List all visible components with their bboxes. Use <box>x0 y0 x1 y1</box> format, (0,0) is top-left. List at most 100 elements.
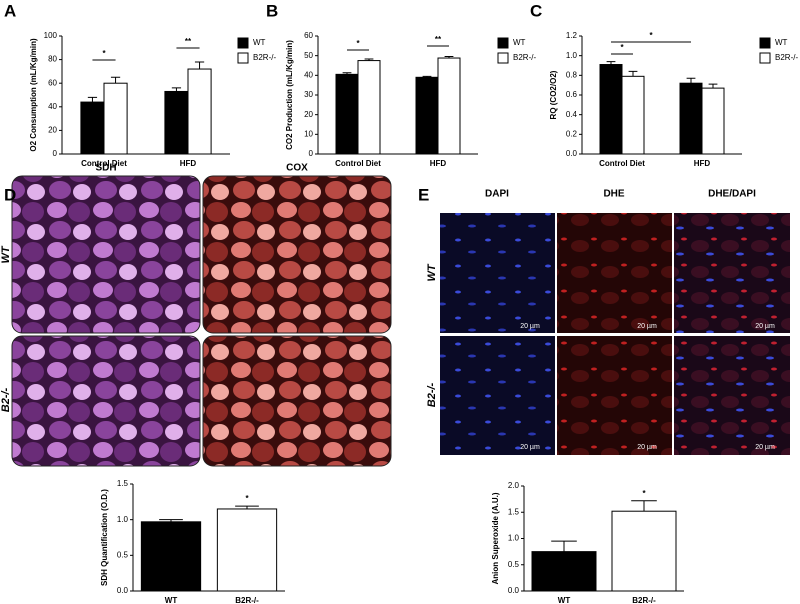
x-tick-label: Control Diet <box>335 159 381 168</box>
y-tick-label: 0.8 <box>566 70 578 79</box>
legend-swatch <box>759 52 771 64</box>
error-bar <box>364 58 374 61</box>
y-tick-label: 0.6 <box>566 90 578 99</box>
error-bar <box>422 75 432 78</box>
significance-label: ** <box>185 37 192 46</box>
y-tick-label: 1.0 <box>566 51 578 60</box>
y-tick-label: 0.4 <box>566 110 578 119</box>
y-tick-label: 0 <box>309 149 314 158</box>
legend-label: B2R-/- <box>775 53 798 62</box>
error-bar <box>606 61 616 65</box>
bar <box>335 73 359 155</box>
x-tick-label: WT <box>165 596 178 604</box>
column-label: DAPI <box>485 189 509 200</box>
y-tick-label: 1.0 <box>117 515 129 524</box>
y-tick-label: 50 <box>304 51 313 60</box>
x-tick-label: Control Diet <box>599 159 645 168</box>
error-bar <box>708 83 718 89</box>
scale-bar-label: 20 µm <box>637 444 657 451</box>
bar <box>621 75 645 155</box>
y-tick-label: 60 <box>304 31 313 40</box>
legend-swatch <box>759 37 771 49</box>
y-tick-label: 10 <box>304 129 313 138</box>
bar <box>187 68 212 155</box>
y-tick-label: 0.2 <box>566 129 578 138</box>
y-tick-label: 0.0 <box>508 586 520 595</box>
micrograph <box>202 335 392 467</box>
row-label: WT <box>0 245 12 263</box>
y-tick-label: 0.0 <box>117 586 129 595</box>
significance-label: * <box>620 43 624 52</box>
legend-label: WT <box>253 38 266 47</box>
legend-label: WT <box>775 38 788 47</box>
y-tick-label: 1.5 <box>508 507 520 516</box>
significance-label: ** <box>435 35 442 44</box>
bar <box>599 64 623 155</box>
legend-label: B2R-/- <box>513 53 536 62</box>
x-tick-label: B2R-/- <box>632 596 656 604</box>
error-bar <box>686 77 696 84</box>
panel-label: E <box>418 185 429 204</box>
significance-label: * <box>245 494 249 503</box>
error-bar <box>110 76 121 84</box>
legend-label: B2R-/- <box>253 53 276 62</box>
significance-label: * <box>102 49 106 58</box>
y-tick-label: 40 <box>48 102 57 111</box>
y-tick-label: 1.0 <box>508 534 520 543</box>
bar <box>140 521 202 592</box>
x-tick-label: HFD <box>430 159 447 168</box>
bar <box>80 101 105 155</box>
y-axis-label: Anion Superoxide (A.U.) <box>491 492 500 584</box>
y-tick-label: 1.5 <box>117 479 129 488</box>
x-tick-label: HFD <box>180 159 197 168</box>
significance-label: * <box>642 489 646 498</box>
y-tick-label: 100 <box>44 31 58 40</box>
bar <box>701 87 725 155</box>
legend-label: WT <box>513 38 526 47</box>
y-tick-label: 1.2 <box>566 31 578 40</box>
micrograph <box>557 336 672 455</box>
y-tick-label: 2.0 <box>508 481 520 490</box>
column-label: COX <box>286 163 308 174</box>
y-axis-label: O2 Consumption (mL/Kg/min) <box>29 38 38 152</box>
row-label: WT <box>426 263 438 281</box>
row-label: B2-/- <box>426 382 438 407</box>
scale-bar-label: 20 µm <box>755 444 775 451</box>
y-tick-label: 40 <box>304 70 313 79</box>
y-tick-label: 0.5 <box>117 550 129 559</box>
error-bar <box>159 519 183 522</box>
legend-swatch <box>237 37 249 49</box>
panel-label: D <box>4 185 16 204</box>
x-tick-label: Control Diet <box>81 159 127 168</box>
scale-bar-label: 20 µm <box>755 323 775 330</box>
bar <box>415 76 439 155</box>
micrograph <box>674 213 790 333</box>
scale-bar-label: 20 µm <box>520 323 540 330</box>
bar <box>611 510 677 592</box>
y-tick-label: 30 <box>304 90 313 99</box>
bar <box>164 90 189 155</box>
y-axis-label: SDH Quantification (O.D.) <box>100 489 109 586</box>
error-bar <box>87 96 98 103</box>
bar <box>679 82 703 155</box>
panel-label: B <box>266 1 278 20</box>
micrograph <box>202 175 392 334</box>
y-tick-label: 80 <box>48 55 57 64</box>
error-bar <box>235 505 259 509</box>
y-tick-label: 0.5 <box>508 560 520 569</box>
y-tick-label: 0 <box>53 149 58 158</box>
row-label: B2-/- <box>0 387 12 412</box>
error-bar <box>551 540 577 552</box>
micrograph <box>440 213 555 333</box>
y-axis-label: RQ (CO2/O2) <box>549 70 558 119</box>
bar <box>357 60 381 155</box>
micrograph <box>11 335 201 467</box>
y-tick-label: 60 <box>48 78 57 87</box>
micrograph <box>11 175 201 334</box>
error-bar <box>171 87 182 92</box>
bar <box>531 551 597 592</box>
y-tick-label: 20 <box>48 126 57 135</box>
x-tick-label: B2R-/- <box>235 596 259 604</box>
legend-swatch <box>497 52 509 64</box>
